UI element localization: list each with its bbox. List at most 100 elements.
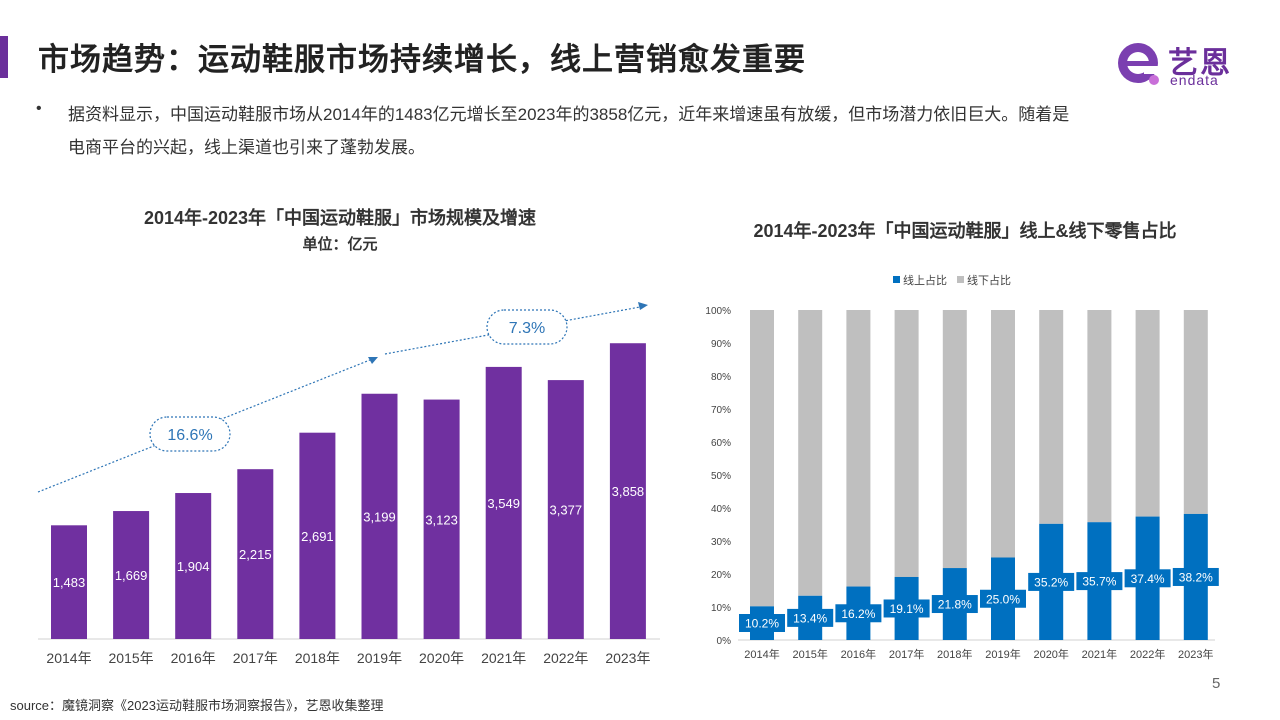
offline-share-bar xyxy=(1183,310,1208,514)
online-share-label: 35.7% xyxy=(1082,575,1116,589)
bar-value-label: 1,483 xyxy=(53,575,86,590)
bar-value-label: 1,669 xyxy=(115,568,148,583)
bar-value-label: 2,691 xyxy=(301,529,334,544)
online-share-label: 13.4% xyxy=(793,611,827,625)
trend-arrow-head xyxy=(638,302,648,310)
growth-rate-label: 7.3% xyxy=(509,320,545,337)
online-share-label: 25.0% xyxy=(986,592,1020,606)
market-size-bar xyxy=(299,432,336,639)
bar-value-label: 3,549 xyxy=(487,496,520,511)
market-size-bar xyxy=(547,380,584,639)
online-share-label: 10.2% xyxy=(745,617,779,631)
bar-value-label: 1,904 xyxy=(177,559,210,574)
bar-value-label: 3,377 xyxy=(550,503,583,518)
x-tick-label: 2014年 xyxy=(744,647,779,661)
y-tick-label: 90% xyxy=(711,339,731,350)
endata-logo: 艺恩 endata xyxy=(1114,38,1244,90)
endata-logo-icon xyxy=(1118,43,1160,85)
x-tick-label: 2020年 xyxy=(1033,647,1068,661)
x-tick-label: 2021年 xyxy=(1082,647,1117,661)
x-tick-label: 2019年 xyxy=(985,647,1020,661)
offline-share-bar xyxy=(798,310,823,596)
offline-share-bar xyxy=(942,310,967,569)
title-accent-bar xyxy=(0,36,8,78)
source-note: source：魔镜洞察《2023运动鞋服市场洞察报告》，艺恩收集整理 xyxy=(10,698,384,713)
growth-rate-bubble xyxy=(149,416,231,452)
x-tick-label: 2015年 xyxy=(109,650,154,666)
trend-arrow-head xyxy=(368,357,378,364)
offline-share-bar xyxy=(991,310,1015,558)
bar-value-label: 3,199 xyxy=(363,509,396,524)
intro-paragraph: 据资料显示，中国运动鞋服市场从2014年的1483亿元增长至2023年的3858… xyxy=(68,105,1070,157)
online-share-label-box xyxy=(1172,567,1219,586)
y-tick-label: 80% xyxy=(711,372,731,383)
market-size-bar xyxy=(175,493,212,639)
x-tick-label: 2017年 xyxy=(889,647,924,661)
market-size-bar xyxy=(113,511,150,639)
page-title: 市场趋势：运动鞋服市场持续增长，线上营销愈发重要 xyxy=(38,42,806,77)
y-tick-label: 30% xyxy=(711,537,731,548)
bar-value-label: 3,123 xyxy=(425,512,458,527)
y-tick-label: 20% xyxy=(711,570,731,581)
x-tick-label: 2018年 xyxy=(937,647,972,661)
y-tick-label: 70% xyxy=(711,405,731,416)
offline-share-bar xyxy=(1039,310,1064,524)
x-tick-label: 2022年 xyxy=(1130,647,1165,661)
market-size-bar xyxy=(423,399,460,639)
online-share-label-box xyxy=(1028,572,1075,591)
left-chart-unit: 单位：亿元 xyxy=(302,236,378,253)
x-tick-label: 2016年 xyxy=(841,647,876,661)
x-tick-label: 2019年 xyxy=(357,650,402,666)
legend-label-offline: 线下占比 xyxy=(967,273,1011,287)
market-size-bar xyxy=(485,366,522,639)
y-tick-label: 0% xyxy=(717,636,732,647)
market-size-bar xyxy=(237,469,274,639)
online-share-label-box xyxy=(883,599,930,618)
y-tick-label: 100% xyxy=(705,306,731,317)
y-tick-label: 10% xyxy=(711,603,731,614)
x-tick-label: 2023年 xyxy=(605,650,650,666)
legend-swatch-online xyxy=(893,276,900,283)
x-tick-label: 2021年 xyxy=(481,650,526,666)
bar-value-label: 2,215 xyxy=(239,547,272,562)
offline-share-bar xyxy=(846,310,871,587)
legend-swatch-offline xyxy=(957,276,964,283)
online-share-label: 38.2% xyxy=(1179,570,1213,584)
growth-rate-label: 16.6% xyxy=(167,427,212,444)
x-tick-label: 2014年 xyxy=(46,650,91,666)
x-tick-label: 2016年 xyxy=(171,650,216,666)
bullet-marker: • xyxy=(36,100,42,117)
legend-label-online: 线上占比 xyxy=(903,273,947,287)
online-share-label: 16.2% xyxy=(841,607,875,621)
offline-share-bar xyxy=(1135,310,1160,517)
market-size-bar xyxy=(51,525,87,639)
growth-rate-bubble xyxy=(486,309,568,345)
x-tick-label: 2022年 xyxy=(543,650,588,666)
online-share-label-box xyxy=(787,608,834,627)
market-size-bar xyxy=(609,343,646,639)
online-share-label-box xyxy=(739,614,785,632)
online-share-label-box xyxy=(931,595,978,614)
online-share-label-box xyxy=(1124,569,1171,588)
online-share-label: 35.2% xyxy=(1034,575,1068,589)
x-tick-label: 2017年 xyxy=(233,650,278,666)
online-share-label-box xyxy=(980,589,1026,608)
growth-trend-line xyxy=(37,359,371,493)
right-chart-title: 2014年-2023年「中国运动鞋服」线上&线下零售占比 xyxy=(753,221,1177,241)
offline-share-bar xyxy=(750,310,774,607)
online-share-label: 19.1% xyxy=(890,602,924,616)
offline-share-bar xyxy=(894,310,919,577)
online-share-label-box xyxy=(1076,572,1123,591)
online-share-label-box xyxy=(835,604,882,623)
bar-value-label: 3,858 xyxy=(612,484,645,499)
logo-chinese-text: 艺恩 xyxy=(1168,47,1232,80)
offline-share-bar xyxy=(1087,310,1112,523)
y-tick-label: 50% xyxy=(711,471,731,482)
left-chart-title: 2014年-2023年「中国运动鞋服」市场规模及增速 xyxy=(143,208,537,228)
y-tick-label: 60% xyxy=(711,438,731,449)
x-tick-label: 2015年 xyxy=(792,647,827,661)
online-share-label: 37.4% xyxy=(1131,572,1165,586)
online-share-label: 21.8% xyxy=(938,598,972,612)
x-tick-label: 2023年 xyxy=(1178,647,1213,661)
